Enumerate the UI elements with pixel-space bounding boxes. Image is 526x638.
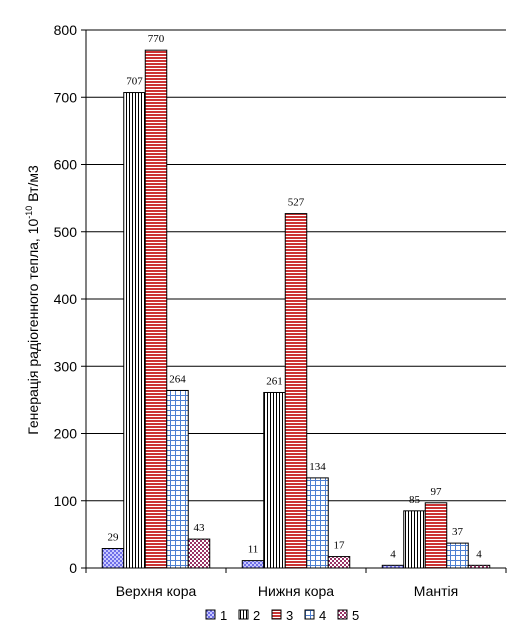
bar-series-3 xyxy=(144,49,168,569)
y-tick-label: 300 xyxy=(54,358,78,374)
legend-label: 2 xyxy=(253,608,260,623)
legend-swatch xyxy=(271,609,282,620)
bar-series-5 xyxy=(327,556,351,569)
bar-series-3 xyxy=(284,213,308,569)
x-tick-label: Нижня кора xyxy=(258,583,334,599)
legend-label: 3 xyxy=(286,608,293,623)
legend-swatch xyxy=(238,609,249,620)
bar-series-1 xyxy=(241,560,265,569)
data-label: 85 xyxy=(409,494,421,506)
x-tick-label: Верхня кора xyxy=(116,583,197,599)
bar-series-4 xyxy=(306,477,329,569)
x-tick-label: Мантія xyxy=(414,583,458,599)
legend-swatch xyxy=(205,609,216,620)
data-label: 770 xyxy=(148,33,165,45)
y-tick-label: 600 xyxy=(54,157,78,173)
bar-series-1 xyxy=(101,547,125,569)
data-label: 134 xyxy=(309,461,326,473)
legend-label: 4 xyxy=(319,608,326,623)
y-tick-label: 200 xyxy=(54,426,78,442)
y-tick-label: 500 xyxy=(54,224,78,240)
bar-series-4 xyxy=(166,389,189,569)
y-tick-label: 100 xyxy=(54,493,78,509)
data-label: 4 xyxy=(476,548,482,560)
data-label: 261 xyxy=(266,375,283,387)
legend-swatch xyxy=(304,609,315,620)
data-label: 37 xyxy=(452,526,464,538)
bar-series-2 xyxy=(263,391,286,569)
data-label: 707 xyxy=(126,76,143,88)
legend-label: 1 xyxy=(220,608,227,623)
bar-series-3 xyxy=(424,502,448,569)
x-axis-ticks: Верхня кора Нижня кора Мантія xyxy=(85,568,507,599)
data-label: 29 xyxy=(108,531,120,543)
y-axis-label: Генерація радіогенного тепла, 10-10 Вт/м… xyxy=(24,165,41,435)
bar-series-2 xyxy=(123,92,146,569)
y-tick-label: 800 xyxy=(54,22,78,38)
y-tick-label: 700 xyxy=(54,89,78,105)
data-label: 527 xyxy=(288,197,305,209)
data-label: 17 xyxy=(334,540,346,552)
y-tick-label: 400 xyxy=(54,291,78,307)
y-tick-label: 0 xyxy=(69,560,77,576)
legend-label: 5 xyxy=(352,608,359,623)
y-axis-ticks: 0 100 200 300 400 500 600 700 800 xyxy=(54,22,86,576)
legend: 1 2 3 4 5 xyxy=(205,608,359,623)
bar-series-4 xyxy=(446,542,469,569)
data-label: 43 xyxy=(194,522,206,534)
data-label: 11 xyxy=(248,544,259,556)
axes xyxy=(85,30,506,569)
data-label: 97 xyxy=(431,486,443,498)
data-labels: 29 707 770 264 43 11 261 527 134 17 4 85 97 37 4 xyxy=(108,33,483,560)
data-label: 4 xyxy=(390,548,396,560)
bar-series-2 xyxy=(403,510,426,569)
data-label: 264 xyxy=(169,373,186,385)
legend-swatch xyxy=(337,609,348,620)
bar-series-5 xyxy=(187,538,211,569)
